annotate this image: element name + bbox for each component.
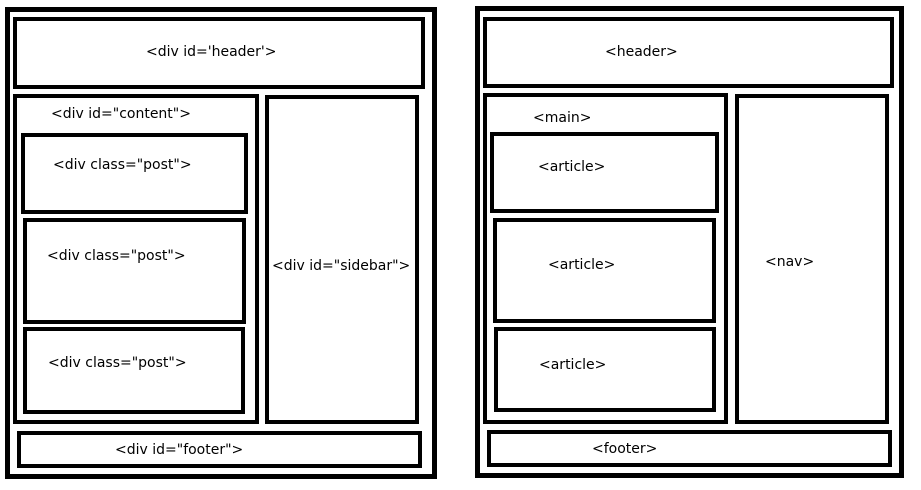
nav-element-box	[735, 94, 889, 424]
div-post-box-3	[23, 327, 245, 414]
header-element-box	[483, 17, 894, 88]
div-sidebar-box	[265, 95, 419, 424]
div-post-label-2: <div class="post">	[47, 248, 186, 264]
header-element-label: <header>	[605, 44, 678, 60]
article-box-1	[490, 132, 719, 213]
article-box-3	[494, 327, 716, 412]
div-footer-label: <div id="footer">	[115, 442, 244, 458]
div-post-box-1	[21, 133, 248, 214]
article-label-1: <article>	[538, 159, 606, 175]
div-content-label: <div id="content">	[51, 106, 191, 122]
div-sidebar-label: <div id="sidebar">	[272, 258, 411, 274]
article-box-2	[493, 218, 716, 323]
footer-element-label: <footer>	[592, 441, 658, 457]
article-label-2: <article>	[548, 257, 616, 273]
footer-element-box	[487, 430, 892, 467]
div-post-label-3: <div class="post">	[48, 355, 187, 371]
div-header-label: <div id='header'>	[146, 44, 277, 60]
div-post-label-1: <div class="post">	[53, 157, 192, 173]
div-post-box-2	[23, 218, 246, 324]
main-element-label: <main>	[533, 110, 592, 126]
div-header-box	[13, 17, 425, 89]
div-footer-box	[17, 431, 422, 468]
nav-element-label: <nav>	[765, 254, 815, 270]
article-label-3: <article>	[539, 357, 607, 373]
